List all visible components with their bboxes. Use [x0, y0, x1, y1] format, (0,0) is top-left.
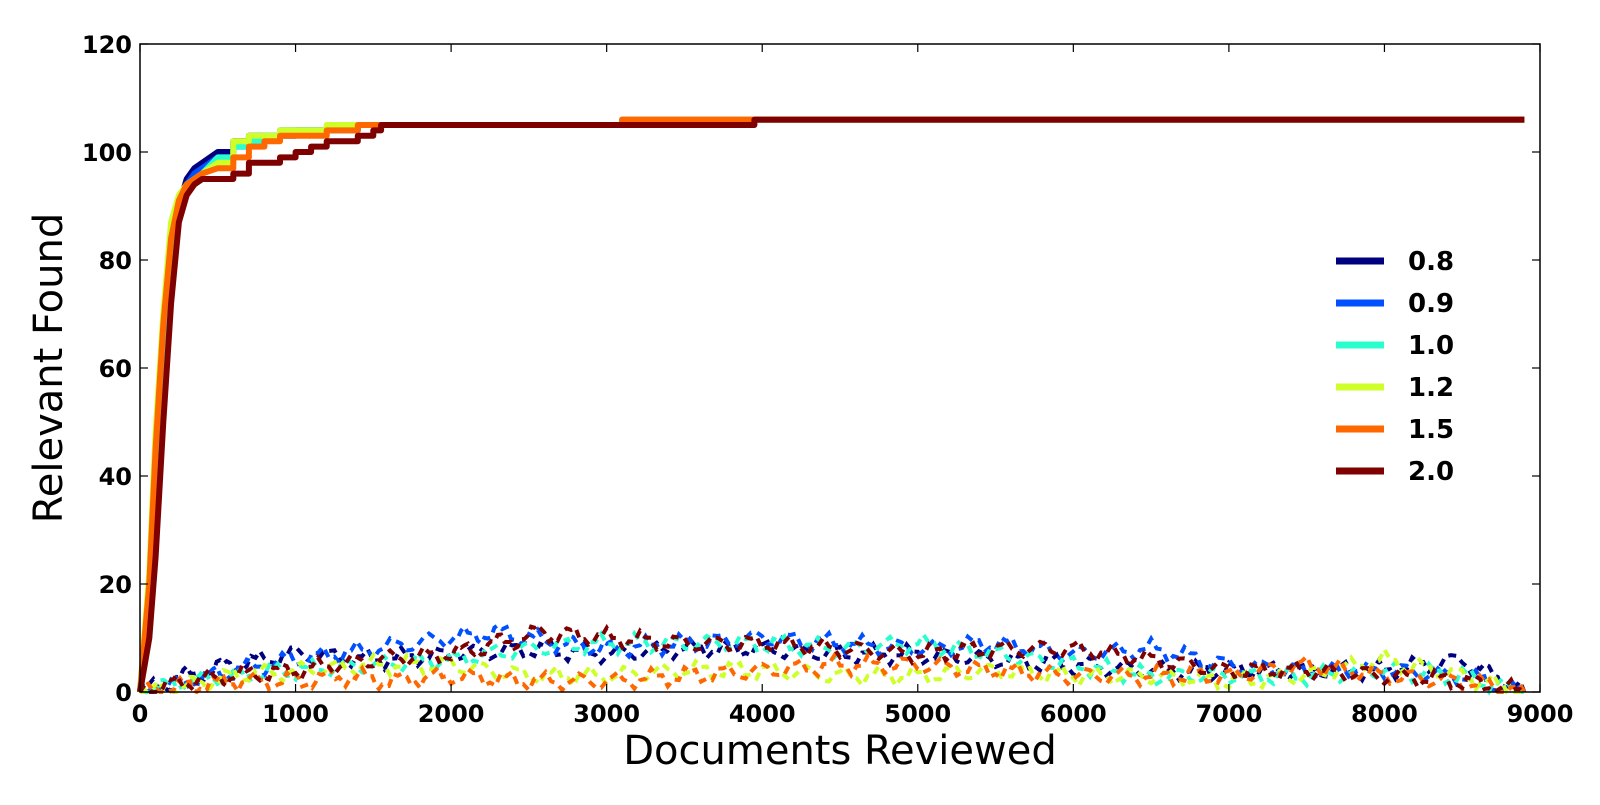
y-tick-label: 100: [82, 139, 132, 167]
series-noise-line-0.9: [138, 622, 1526, 695]
series-noise-line-1.2: [140, 645, 1525, 695]
legend-item: 1.5: [1336, 415, 1454, 445]
legend-label: 1.2: [1408, 373, 1454, 403]
y-tick-label: 60: [99, 355, 132, 383]
y-tick-label: 40: [99, 463, 132, 491]
legend-label: 0.8: [1408, 247, 1454, 277]
legend-label: 0.9: [1408, 289, 1454, 319]
x-tick-label: 0: [132, 700, 149, 728]
legend-item: 0.8: [1336, 247, 1454, 277]
legend-label: 1.0: [1408, 331, 1454, 361]
series-noise-line-2.0: [138, 623, 1526, 695]
tick-layer: 0 1000 2000 3000 4000 5000 6000 7000 8000 9000 0 20…: [82, 31, 1574, 728]
x-tick-label: 8000: [1351, 700, 1418, 728]
series-layer: [137, 116, 1527, 696]
x-tick-label: 5000: [884, 700, 951, 728]
legend: 0.8 0.9 1.0 1.2 1.5 2.0: [1336, 247, 1454, 487]
series-line-1.5: [137, 116, 1525, 693]
legend-label: 2.0: [1408, 457, 1454, 487]
series-line-0.8: [137, 116, 1525, 693]
x-tick-label: 6000: [1040, 700, 1107, 728]
y-axis-label: Relevant Found: [26, 213, 72, 523]
series-line-2.0: [137, 116, 1525, 693]
x-tick-label: 7000: [1195, 700, 1262, 728]
series-noise-line-1.0: [140, 629, 1525, 696]
y-tick-label: 80: [99, 247, 132, 275]
legend-item: 1.0: [1336, 331, 1454, 361]
x-tick-label: 1000: [262, 700, 329, 728]
x-tick-label: 4000: [729, 700, 796, 728]
y-tick-label: 20: [99, 571, 132, 599]
x-tick-label: 2000: [418, 700, 485, 728]
legend-item: 0.9: [1336, 289, 1454, 319]
legend-item: 1.2: [1336, 373, 1454, 403]
x-tick-label: 9000: [1507, 700, 1574, 728]
series-line-1.2: [137, 116, 1525, 693]
series-line-0.9: [137, 116, 1525, 693]
y-tick-label: 0: [115, 679, 132, 707]
series-line-1.0: [137, 116, 1525, 693]
y-tick-label: 120: [82, 31, 132, 59]
x-tick-label: 3000: [573, 700, 640, 728]
x-axis-label: Documents Reviewed: [623, 728, 1057, 774]
legend-item: 2.0: [1336, 457, 1454, 487]
legend-label: 1.5: [1408, 415, 1454, 445]
